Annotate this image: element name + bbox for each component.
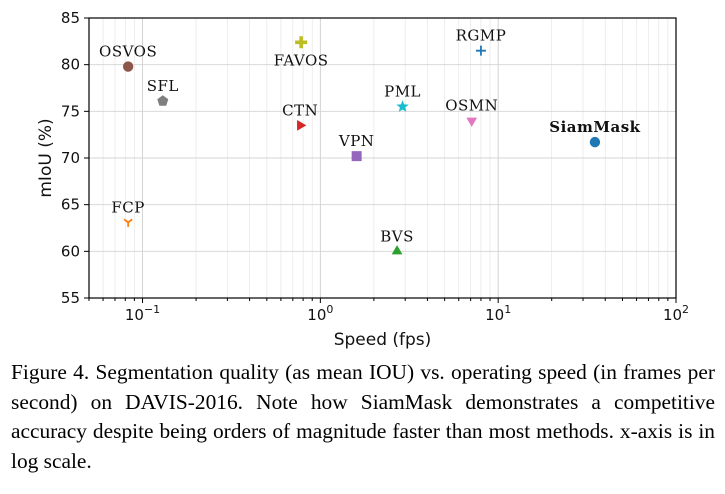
y-tick-label: 85 bbox=[61, 9, 80, 27]
point-favos: FAVOS bbox=[274, 36, 329, 69]
point-bvs: BVS bbox=[380, 227, 414, 255]
y-tick-label: 70 bbox=[61, 149, 80, 167]
point-ctn: CTN bbox=[282, 101, 318, 131]
y-tick-label: 75 bbox=[61, 102, 80, 120]
axis-ticks: 55 60 65 70 75 80 85 10−1 100 101 102 bbox=[61, 9, 689, 324]
marker-ctn bbox=[297, 119, 307, 131]
y-tick-label: 80 bbox=[61, 56, 80, 74]
label-favos: FAVOS bbox=[274, 51, 329, 69]
x-tick-label: 102 bbox=[663, 303, 689, 324]
y-tick-label: 60 bbox=[61, 242, 80, 260]
point-pml: PML bbox=[384, 83, 421, 112]
point-sfl: SFL bbox=[147, 77, 179, 106]
label-fcp: FCP bbox=[111, 198, 144, 216]
x-tick-label: 100 bbox=[307, 303, 333, 324]
marker-osmn bbox=[466, 117, 478, 127]
point-fcp: FCP bbox=[111, 198, 144, 227]
label-vpn: VPN bbox=[338, 132, 375, 150]
label-siammask: SiamMask bbox=[549, 118, 640, 136]
marker-rgmp bbox=[475, 45, 486, 56]
x-axis-label: Speed (fps) bbox=[334, 330, 432, 350]
scatter-chart: 55 60 65 70 75 80 85 10−1 100 101 102 OSVOS SFL FCP F… bbox=[36, 9, 689, 350]
x-tick-label: 101 bbox=[485, 303, 511, 324]
point-osmn: OSMN bbox=[445, 97, 498, 127]
marker-pml bbox=[396, 100, 409, 112]
y-tick-label: 65 bbox=[61, 196, 80, 214]
marker-sfl bbox=[157, 95, 169, 106]
label-osmn: OSMN bbox=[445, 97, 498, 115]
label-bvs: BVS bbox=[380, 227, 414, 245]
point-rgmp: RGMP bbox=[456, 27, 507, 56]
marker-favos bbox=[295, 36, 308, 49]
marker-fcp bbox=[123, 218, 133, 227]
label-ctn: CTN bbox=[282, 101, 318, 119]
marker-osvos bbox=[122, 61, 134, 72]
label-sfl: SFL bbox=[147, 77, 179, 95]
label-pml: PML bbox=[384, 83, 421, 101]
point-siammask: SiamMask bbox=[549, 118, 640, 148]
point-osvos: OSVOS bbox=[99, 43, 157, 72]
marker-bvs bbox=[391, 245, 403, 255]
x-tick-label: 10−1 bbox=[125, 303, 160, 324]
label-osvos: OSVOS bbox=[99, 43, 157, 61]
label-rgmp: RGMP bbox=[456, 27, 507, 45]
y-axis-label: mIoU (%) bbox=[36, 118, 56, 197]
data-points: OSVOS SFL FCP FAVOS CTN VPN PML BVS RGMP OSMN Siam… bbox=[99, 27, 640, 255]
y-tick-label: 55 bbox=[61, 289, 80, 307]
point-vpn: VPN bbox=[338, 132, 375, 162]
figure-caption: Figure 4. Segmentation quality (as mean … bbox=[11, 360, 715, 473]
marker-vpn bbox=[351, 151, 362, 162]
marker-siammask bbox=[589, 136, 601, 148]
grid-lines bbox=[88, 17, 677, 299]
